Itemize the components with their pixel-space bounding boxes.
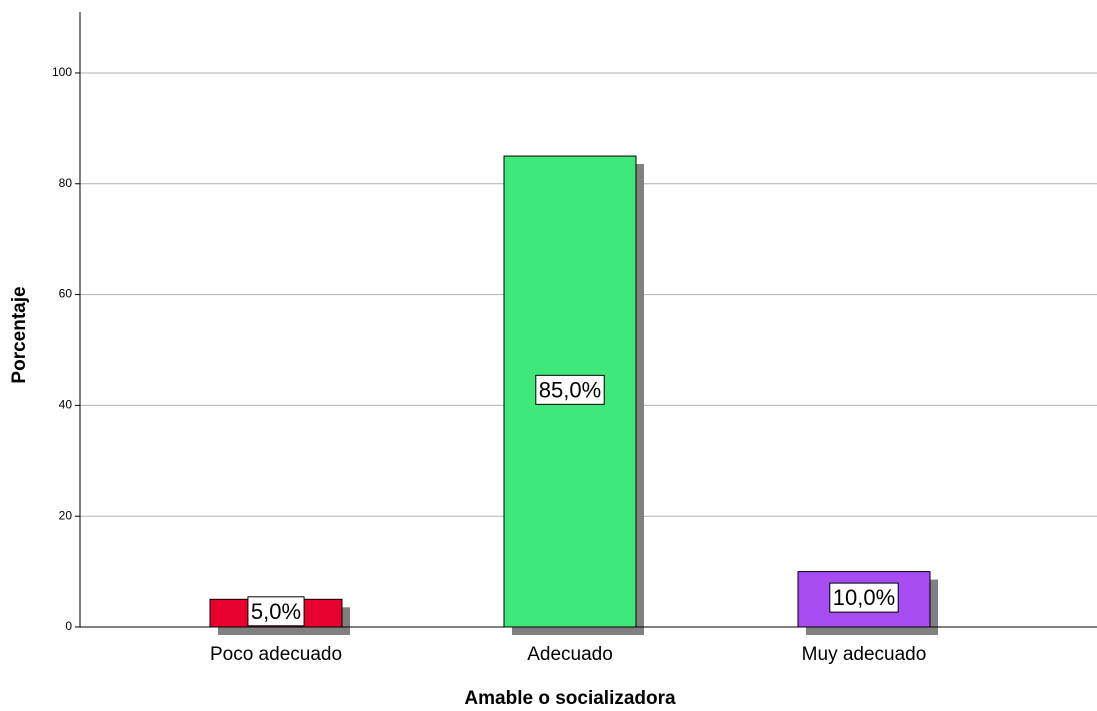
value-label-box [535, 374, 605, 405]
y-tick-label: 0 [65, 619, 72, 633]
x-tick-label: Muy adecuado [802, 644, 927, 665]
y-tick-label: 40 [59, 398, 73, 412]
y-tick-label: 60 [59, 287, 73, 301]
y-tick-label: 20 [59, 508, 73, 522]
value-label: 5,0% [251, 599, 301, 624]
value-label: 85,0% [539, 377, 601, 402]
x-tick-label: Adecuado [527, 644, 613, 665]
y-axis-label: Porcentaje [9, 286, 30, 383]
x-axis-label: Amable o socializadora [464, 688, 676, 709]
x-tick-label: Poco adecuado [210, 644, 342, 665]
y-tick-label: 100 [52, 65, 72, 79]
value-label-box [829, 582, 899, 613]
value-label-box [247, 596, 305, 627]
y-tick-label: 80 [59, 176, 73, 190]
value-label: 10,0% [833, 585, 895, 610]
